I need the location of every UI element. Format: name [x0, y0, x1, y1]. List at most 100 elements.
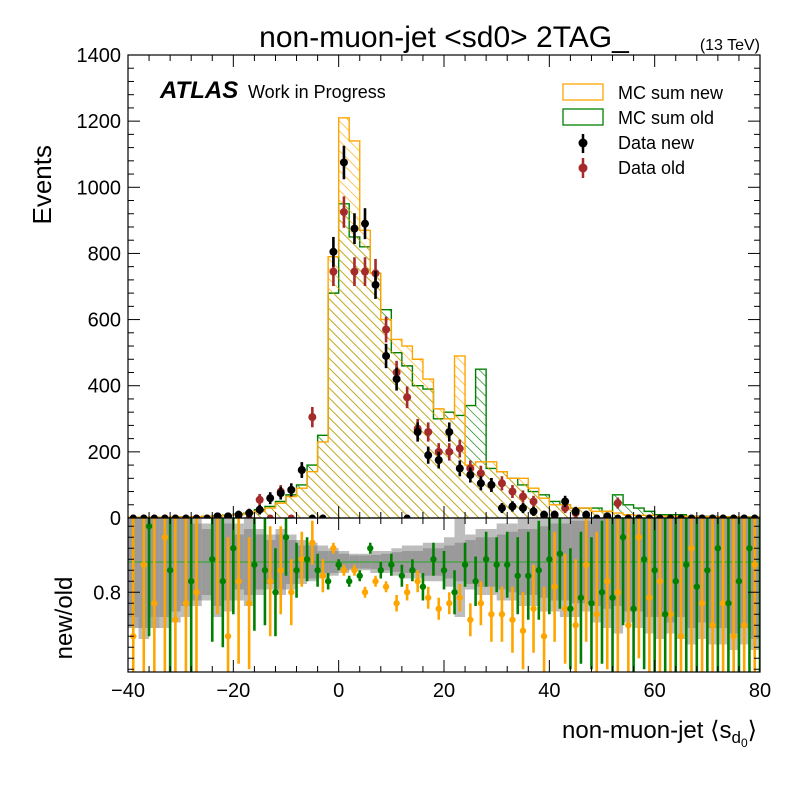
point-data-old: [287, 514, 295, 518]
point-ratio-new: [751, 561, 758, 568]
point-ratio-new: [741, 622, 748, 629]
point-data-new: [740, 514, 748, 518]
point-ratio-new: [677, 633, 685, 640]
y-tick-label: 1000: [77, 177, 122, 199]
bar-mc-new: [380, 319, 392, 518]
point-ratio-old: [145, 523, 153, 530]
point-ratio-old: [535, 567, 542, 574]
point-data-new: [645, 514, 653, 518]
point-ratio-old: [251, 561, 258, 568]
point-data-new: [624, 514, 632, 518]
y-tick-label: 600: [88, 310, 121, 332]
point-data-old: [476, 469, 485, 478]
point-ratio-new: [561, 605, 569, 612]
point-ratio-new: [646, 594, 653, 601]
point-data-new: [171, 514, 179, 518]
point-data-old: [519, 492, 527, 501]
y-tick-label: 200: [88, 442, 121, 464]
y-tick-label: 1400: [77, 45, 122, 67]
point-ratio-old: [346, 578, 353, 585]
point-ratio-new: [414, 578, 421, 585]
point-data-new: [234, 510, 243, 518]
atlas-label: ATLAS: [159, 77, 238, 104]
point-ratio-new: [214, 501, 220, 507]
x-tick-label: 80: [749, 680, 771, 702]
point-ratio-new: [309, 539, 316, 546]
point-ratio-new: [446, 600, 453, 607]
point-data-old: [424, 428, 433, 437]
point-ratio-old: [714, 545, 722, 552]
y-tick-label: 0: [110, 508, 121, 530]
bar-mc-new: [465, 465, 476, 518]
point-ratio-old: [293, 567, 300, 574]
point-data-new: [508, 502, 517, 511]
point-ratio-new: [698, 600, 706, 607]
main-plot-area: [128, 117, 760, 518]
point-ratio-old: [482, 556, 490, 563]
point-ratio-old: [672, 578, 679, 585]
bar-mc-new: [496, 471, 508, 518]
point-data-new: [582, 510, 591, 518]
point-ratio-old: [640, 556, 648, 563]
point-ratio-new: [656, 578, 664, 585]
bar-mc-new: [538, 498, 550, 518]
point-data-old: [403, 393, 412, 402]
point-data-new: [519, 504, 527, 513]
point-ratio-new: [635, 534, 643, 541]
legend-swatch-data-old: [578, 163, 588, 173]
point-ratio-new: [340, 567, 348, 574]
point-data-new: [561, 497, 570, 506]
point-data-new: [751, 514, 759, 518]
x-tick-label: −40: [111, 680, 145, 702]
x-tick-label: 20: [433, 680, 455, 702]
point-data-new: [266, 494, 275, 503]
point-ratio-old: [662, 611, 669, 618]
bar-mc-new: [391, 339, 402, 518]
point-ratio-new: [182, 600, 190, 607]
point-data-new: [466, 471, 475, 480]
point-ratio-old: [567, 605, 574, 612]
point-data-new: [434, 456, 443, 465]
legend-label-data-old: Data old: [618, 158, 685, 178]
point-ratio-new: [382, 583, 390, 590]
point-data-old: [382, 325, 391, 334]
bar-mc-new: [370, 273, 381, 518]
point-data-new: [550, 510, 559, 518]
point-ratio-new: [267, 578, 274, 585]
point-ratio-new: [551, 583, 558, 590]
point-ratio-old: [166, 567, 174, 574]
point-data-old: [329, 267, 338, 276]
point-data-new: [688, 514, 696, 518]
point-ratio-new: [393, 600, 400, 607]
point-ratio-new: [193, 589, 200, 596]
point-data-new: [529, 507, 538, 516]
point-data-new: [350, 224, 359, 233]
point-ratio-old: [335, 561, 342, 568]
point-data-new: [308, 514, 316, 518]
point-ratio-old: [451, 589, 458, 596]
point-data-old: [361, 267, 369, 276]
y-tick-label-ratio: 0.8: [93, 582, 121, 604]
point-ratio-new: [235, 578, 242, 585]
point-ratio-new: [425, 594, 432, 601]
point-ratio-old: [746, 545, 753, 552]
point-data-new: [635, 514, 643, 518]
point-data-old: [445, 447, 454, 456]
point-ratio-old: [209, 556, 216, 563]
point-ratio-new: [530, 605, 537, 612]
x-tick-label: 0: [333, 680, 344, 702]
point-data-old: [255, 495, 264, 504]
legend-label-mc-new: MC sum new: [618, 83, 724, 103]
point-ratio-new: [403, 589, 411, 596]
point-data-old: [308, 413, 317, 422]
x-tick-label: −20: [216, 680, 250, 702]
point-data-new: [203, 514, 211, 518]
legend-swatch-mc-old: [562, 108, 604, 126]
point-ratio-new: [435, 605, 442, 612]
point-ratio-new: [719, 600, 727, 607]
bar-mc-new: [296, 488, 308, 518]
point-ratio-old: [493, 561, 500, 568]
point-ratio-old: [630, 605, 637, 612]
bar-mc-new: [359, 230, 371, 518]
